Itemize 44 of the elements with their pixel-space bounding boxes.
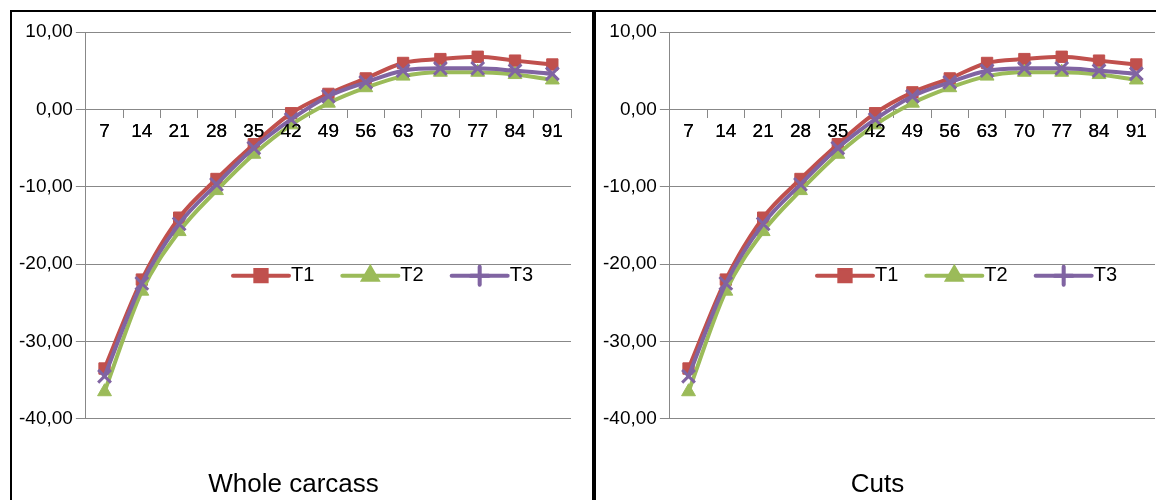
x-tick-label: 84 (1088, 119, 1111, 141)
x-tick-label: 70 (429, 119, 451, 141)
x-tick-label: 77 (467, 119, 489, 141)
x-tick-label: 77 (1051, 119, 1073, 141)
x-tick-label: 91 (1125, 119, 1147, 141)
y-tick-label: -40,00 (19, 407, 73, 429)
x-tick-label: 21 (752, 119, 774, 141)
x-tick-label: 49 (317, 119, 340, 141)
x-tick-label: 7 (99, 119, 110, 141)
x-tick-label: 28 (205, 119, 228, 141)
legend-label: T1 (874, 263, 899, 286)
x-tick-label: 70 (1013, 119, 1035, 141)
x-tick-label: 28 (789, 119, 812, 141)
y-tick-label: 10,00 (25, 20, 73, 42)
text: Cuts (850, 467, 905, 498)
x-tick-label: 35 (243, 119, 265, 141)
y-tick-label: 0,00 (619, 97, 657, 119)
y-tick-label: -10,00 (603, 174, 657, 196)
y-tick-label: -10,00 (19, 174, 73, 196)
legend-label: T1 (290, 263, 315, 286)
y-tick-label: -40,00 (603, 407, 657, 429)
x-tick-label: 56 (355, 119, 377, 141)
x-tick-label: 63 (976, 119, 998, 141)
y-tick-label: 10,00 (609, 20, 657, 42)
legend-label: T2 (984, 263, 1008, 286)
x-tick-label: 7 (683, 119, 694, 141)
legend-label: T3 (1093, 263, 1117, 286)
legend-label: T3 (509, 263, 533, 286)
y-tick-label: -20,00 (19, 252, 73, 274)
x-tick-label: 21 (168, 119, 190, 141)
x-tick-label: 49 (901, 119, 924, 141)
y-tick-label: -30,00 (603, 329, 657, 351)
y-tick-label: 0,00 (35, 97, 73, 119)
x-tick-label: 91 (541, 119, 563, 141)
x-tick-label: 84 (504, 119, 527, 141)
y-tick-label: -20,00 (603, 252, 657, 274)
legend-label: T2 (400, 263, 424, 286)
y-tick-label: -30,00 (19, 329, 73, 351)
x-tick-label: 35 (827, 119, 849, 141)
x-tick-label: 14 (131, 119, 153, 141)
x-tick-label: 63 (392, 119, 414, 141)
x-tick-label: 56 (939, 119, 961, 141)
x-tick-label: 14 (715, 119, 737, 141)
text: Whole carcass (208, 467, 379, 498)
